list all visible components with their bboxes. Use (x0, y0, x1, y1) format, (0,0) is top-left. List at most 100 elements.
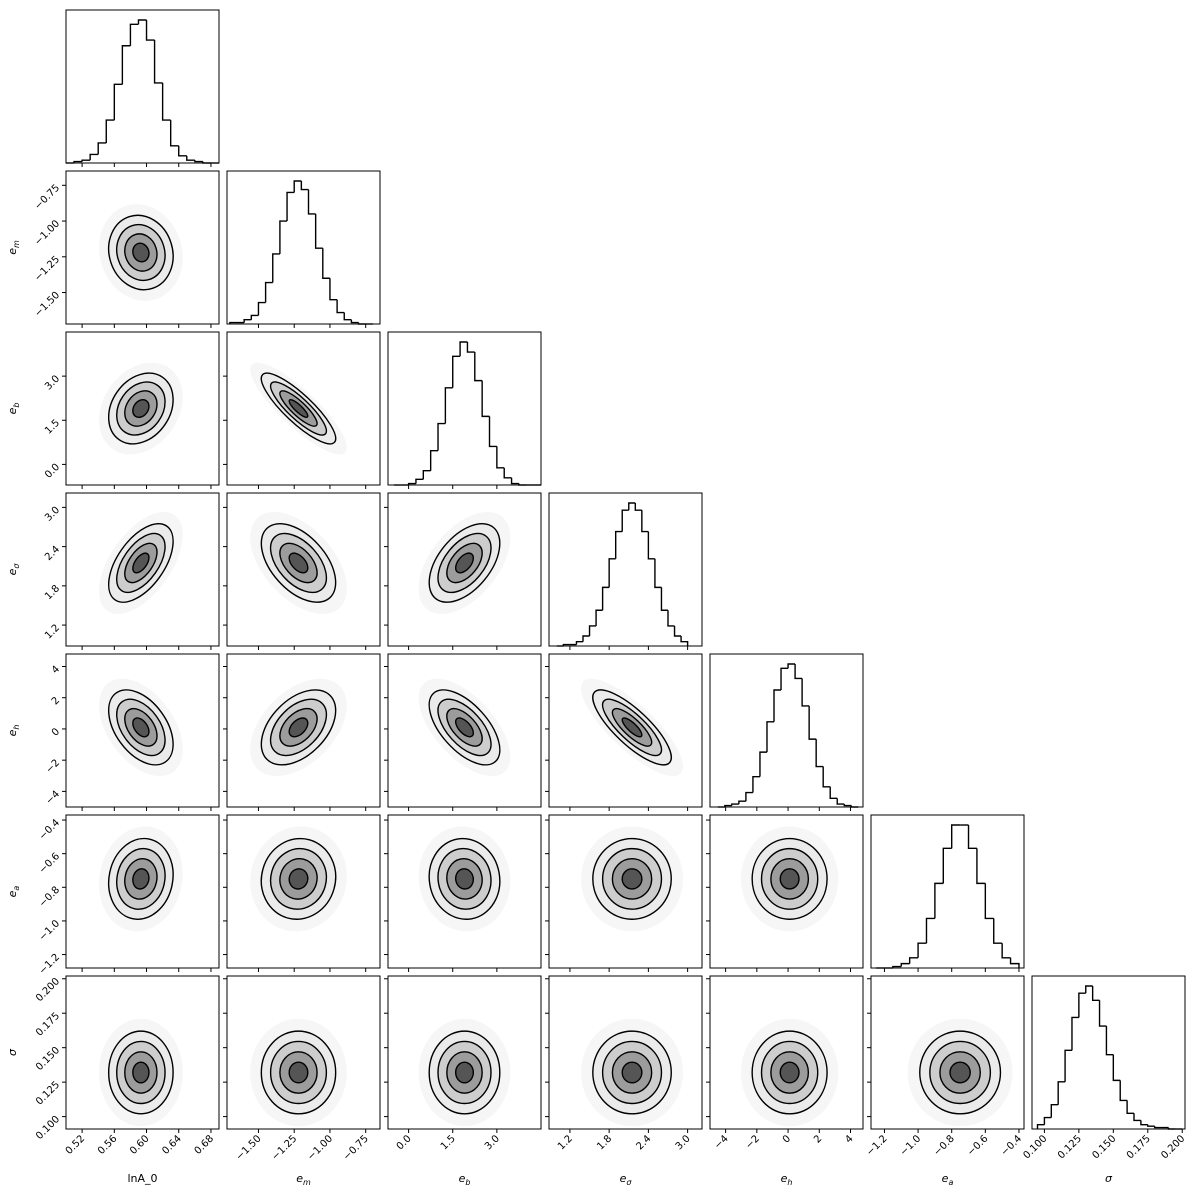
panel-frame (387, 653, 542, 808)
axis-label: em (6, 240, 21, 255)
density (99, 362, 183, 455)
density (250, 1018, 347, 1127)
contour (621, 1061, 643, 1084)
density (907, 1018, 1013, 1127)
axis-label-text: e (459, 1172, 466, 1185)
x-tick-label: −4 (713, 1133, 731, 1151)
histogram-bin (1112, 1054, 1121, 1082)
panel-frame (65, 653, 220, 808)
panel-frame (65, 975, 220, 1130)
panel-frame (387, 975, 542, 1130)
histogram-bin (766, 721, 775, 753)
axis-label: eσ (6, 563, 21, 576)
histogram-bin (759, 751, 767, 777)
axis-label: ea (942, 1172, 954, 1187)
histogram-bin (1078, 992, 1086, 1018)
contour (454, 868, 475, 890)
histogram-bin (272, 253, 280, 283)
panel-frame (548, 492, 703, 647)
histogram-bin (1064, 1049, 1072, 1082)
histogram-bin (993, 918, 1003, 944)
contour (132, 242, 150, 263)
histogram-bin (1057, 1081, 1066, 1105)
panel-frame (709, 814, 864, 969)
histogram-bin (1119, 1080, 1128, 1102)
x-tick-label: 0.125 (1056, 1133, 1084, 1161)
y-tick-label: 0.175 (34, 1011, 62, 1039)
y-tick-label: 1.8 (43, 583, 62, 602)
histogram-bin (105, 119, 115, 143)
panel-frame (1031, 975, 1186, 1130)
axis-label-text: e (6, 890, 19, 897)
panel-frame (870, 814, 1025, 969)
histogram-bin (81, 159, 91, 162)
histogram-bin (1050, 1103, 1059, 1118)
axis-label-text: e (6, 248, 19, 255)
histogram-bin (1105, 1026, 1114, 1056)
axis-label-text: e (781, 1172, 788, 1185)
histogram-bin (588, 625, 597, 636)
histogram-bin (836, 798, 845, 805)
x-tick-label: 3.0 (674, 1133, 693, 1152)
panel-frame (548, 814, 703, 969)
x-tick-label: 1.5 (439, 1133, 458, 1152)
x-tick-label: −1.2 (865, 1133, 890, 1158)
density (418, 1018, 511, 1127)
axis-label-subscript: m (303, 1178, 311, 1187)
x-tick-label: 0.175 (1125, 1133, 1153, 1161)
contour (132, 868, 150, 890)
histogram-bin (822, 766, 831, 788)
density (99, 1018, 183, 1127)
y-tick-label: 0.200 (34, 976, 62, 1004)
histogram-bin (641, 510, 649, 533)
x-tick-label: −2 (744, 1133, 762, 1151)
histogram-bin (773, 689, 782, 722)
histogram-bin (314, 213, 323, 249)
histogram-bin (178, 145, 187, 157)
histogram-bin (97, 142, 107, 155)
histogram-bin (415, 478, 424, 484)
y-tick-label: −0.75 (33, 183, 62, 212)
histogram-bin (286, 191, 295, 222)
histogram-bin (951, 824, 961, 849)
x-tick-label: −0.8 (932, 1133, 957, 1158)
panel-frame (226, 492, 381, 647)
contour (132, 1061, 150, 1084)
y-tick-label: −0.8 (37, 885, 62, 910)
histogram-bin (194, 160, 203, 163)
contour (454, 1061, 475, 1084)
axis-label-text: e (942, 1172, 949, 1185)
histogram-bin (984, 883, 994, 920)
density (581, 678, 684, 777)
histogram-bin (780, 667, 789, 691)
y-tick-label: −1.2 (37, 952, 62, 977)
histogram-bin (1091, 986, 1100, 1002)
x-tick-label: −0.4 (999, 1133, 1024, 1158)
histogram-bin (634, 503, 642, 511)
x-tick-label: 3.0 (483, 1133, 502, 1152)
y-tick-label: 3.0 (43, 505, 62, 524)
density (740, 1018, 839, 1127)
histogram-bin (343, 312, 352, 321)
panel-frame (387, 814, 542, 969)
panel-frame (226, 814, 381, 969)
histogram-bin (1140, 1120, 1148, 1126)
axis-label-text: σ (6, 1048, 19, 1056)
contour (949, 1061, 971, 1084)
y-tick-label: −0.6 (37, 851, 62, 876)
histogram-bin (808, 705, 817, 740)
axis-label-subscript: σ (12, 563, 21, 569)
histogram-bin (843, 804, 852, 807)
contour (132, 398, 150, 419)
contour (779, 868, 800, 890)
contour (621, 717, 643, 738)
axis-label-subscript: a (948, 1178, 953, 1187)
x-tick-label: 4 (843, 1133, 855, 1145)
x-tick-label: 0.64 (160, 1133, 184, 1157)
panel-frame (226, 975, 381, 1130)
axis-label-text: e (296, 1172, 303, 1185)
axis-label-subscript: m (12, 240, 21, 248)
histogram-bin (336, 299, 345, 314)
histogram-bin (437, 422, 446, 451)
x-tick-label: 0.150 (1090, 1133, 1118, 1161)
